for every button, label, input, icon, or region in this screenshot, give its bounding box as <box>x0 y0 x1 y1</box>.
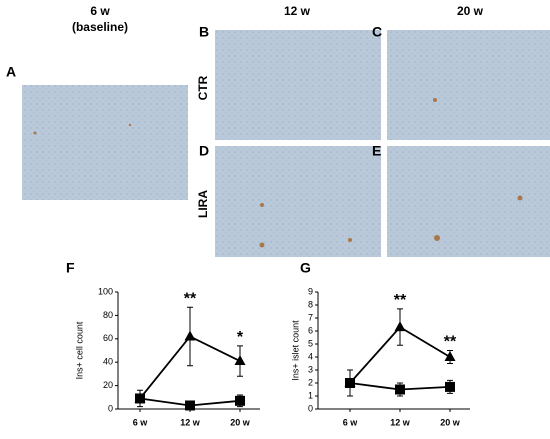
y-tick-label: 80 <box>103 310 113 320</box>
y-tick-label: 60 <box>103 333 113 343</box>
significance: ** <box>444 334 457 351</box>
micrograph-d <box>215 146 381 257</box>
y-tick-label: 100 <box>98 286 113 296</box>
panel-letter: G <box>300 260 311 276</box>
significance: ** <box>394 292 407 309</box>
y-tick-label: 2 <box>308 377 313 387</box>
panel-letter: F <box>66 260 75 276</box>
header: 12 w <box>284 4 311 18</box>
x-tick-label: 20 w <box>230 417 251 427</box>
panel-letter: E <box>372 143 381 159</box>
y-axis-label: Ins+ cell count <box>74 321 84 379</box>
marker <box>444 351 456 361</box>
header: (baseline) <box>72 20 128 34</box>
marker <box>184 330 196 341</box>
x-tick-label: 20 w <box>440 417 461 427</box>
micrograph-a <box>22 85 188 200</box>
x-tick-label: 6 w <box>133 417 149 427</box>
header: 6 w <box>90 4 110 18</box>
x-tick-label: 12 w <box>390 417 411 427</box>
micrographs <box>22 30 550 257</box>
marker <box>235 395 245 406</box>
panel-letter: B <box>199 24 209 40</box>
marker <box>345 378 355 388</box>
y-tick-label: 7 <box>308 312 313 322</box>
y-tick-label: 0 <box>108 403 113 413</box>
significance: * <box>237 329 244 346</box>
y-tick-label: 1 <box>308 390 313 400</box>
panel-letter: D <box>199 143 209 159</box>
stain-spots <box>33 98 523 248</box>
marker <box>135 393 145 404</box>
marker <box>395 384 405 395</box>
panel-letter: A <box>6 64 16 80</box>
y-tick-label: 5 <box>308 338 313 348</box>
y-tick-label: 4 <box>308 351 313 361</box>
header: 20 w <box>457 4 484 18</box>
y-tick-label: 9 <box>308 286 313 296</box>
y-tick-label: 8 <box>308 299 313 309</box>
x-tick-label: 12 w <box>180 417 201 427</box>
marker <box>234 355 246 366</box>
micrograph-c <box>387 30 550 140</box>
marker <box>394 321 406 332</box>
y-axis-label: Ins+ islet count <box>290 320 300 381</box>
y-tick-label: 40 <box>103 357 113 367</box>
micrograph-b <box>215 30 381 140</box>
x-tick-label: 6 w <box>343 417 359 427</box>
marker <box>445 381 455 392</box>
y-tick-label: 20 <box>103 380 113 390</box>
row-label: LIRA <box>196 190 210 218</box>
significance: ** <box>184 290 197 307</box>
micrograph-e <box>387 146 550 257</box>
row-label: CTR <box>196 75 210 100</box>
panel-letter: C <box>372 24 382 40</box>
y-tick-label: 0 <box>308 403 313 413</box>
marker <box>185 400 195 411</box>
y-tick-label: 3 <box>308 364 313 374</box>
y-tick-label: 6 <box>308 325 313 335</box>
